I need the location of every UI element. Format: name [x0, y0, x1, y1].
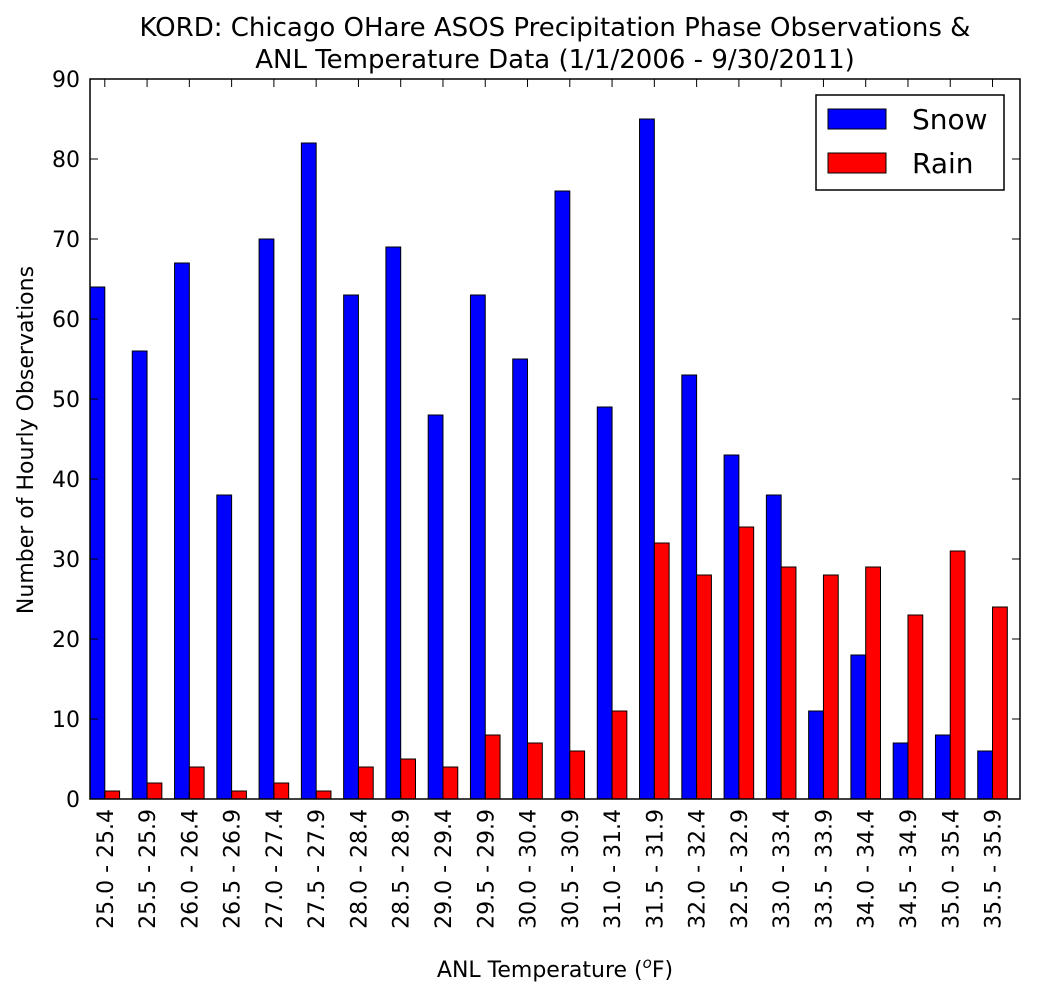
- bar-rain-12: [611, 710, 628, 800]
- bar-snow-2: [174, 262, 190, 800]
- bar-rain-17: [822, 574, 839, 800]
- bar-rain-3: [231, 790, 247, 800]
- bar-rain-0: [104, 790, 121, 800]
- bar-snow-6: [343, 294, 359, 800]
- bar-snow-0: [89, 286, 106, 800]
- bar-snow-3: [216, 494, 233, 800]
- bar-snow-7: [385, 246, 402, 800]
- bar-snow-10: [512, 358, 529, 800]
- x-tick-label-12: 31.0 - 31.4: [601, 809, 626, 929]
- x-tick-label-10: 30.0 - 30.4: [517, 809, 542, 929]
- bar-rain-7: [400, 758, 417, 800]
- bar-rain-6: [357, 766, 374, 800]
- bar-snow-13: [639, 118, 655, 800]
- y-tick-label-0: 0: [66, 788, 80, 813]
- chart-title-line2: ANL Temperature Data (1/1/2006 - 9/30/20…: [255, 45, 855, 75]
- y-tick-label-2: 20: [52, 628, 80, 653]
- y-tick-label-5: 50: [52, 388, 80, 413]
- bar-rain-16: [780, 566, 797, 800]
- x-tick-label-18: 34.0 - 34.4: [855, 809, 880, 929]
- bars-group: [89, 118, 1008, 800]
- bar-snow-11: [554, 190, 571, 800]
- x-axis-label: ANL Temperature (oF): [437, 954, 673, 983]
- legend-swatch-snow: [827, 108, 887, 130]
- y-axis: 0 10 20 30 40 50 60 70 80 90: [52, 68, 1020, 813]
- bar-snow-4: [258, 238, 275, 800]
- x-tick-label-16: 33.0 - 33.4: [770, 809, 795, 929]
- bar-snow-16: [765, 494, 782, 800]
- x-tick-label-21: 35.5 - 35.9: [982, 809, 1007, 929]
- bar-snow-1: [131, 350, 148, 800]
- x-axis: 25.0 - 25.4 25.5 - 25.9 26.0 - 26.4 26.5 - …: [94, 79, 1007, 929]
- bar-rain-15: [738, 526, 755, 800]
- bar-snow-14: [681, 374, 698, 800]
- bar-snow-15: [723, 454, 740, 800]
- bar-rain-5: [315, 790, 332, 800]
- bar-rain-11: [569, 750, 586, 800]
- bar-snow-12: [596, 406, 613, 800]
- bar-snow-21: [977, 750, 994, 800]
- bar-rain-19: [907, 614, 924, 800]
- y-tick-label-6: 60: [52, 308, 80, 333]
- bar-rain-10: [527, 742, 543, 800]
- y-axis-label: Number of Hourly Observations: [14, 266, 39, 614]
- x-tick-label-8: 29.0 - 29.4: [432, 809, 457, 929]
- bar-rain-20: [949, 550, 966, 800]
- legend-label-rain: Rain: [912, 147, 974, 180]
- bar-rain-9: [484, 734, 501, 800]
- bar-snow-9: [469, 294, 486, 800]
- bar-snow-18: [850, 654, 867, 800]
- x-axis-label-degree-sup: o: [643, 954, 652, 972]
- bar-rain-2: [188, 766, 205, 800]
- legend: Snow Rain: [815, 94, 1005, 191]
- x-tick-label-1: 25.5 - 25.9: [136, 809, 161, 929]
- x-tick-label-19: 34.5 - 34.9: [897, 809, 922, 929]
- y-tick-label-7: 70: [52, 228, 80, 253]
- x-tick-label-11: 30.5 - 30.9: [559, 809, 584, 929]
- legend-swatch-rain: [827, 152, 887, 174]
- x-tick-label-15: 32.5 - 32.9: [728, 809, 753, 929]
- bar-snow-20: [934, 734, 951, 800]
- plot-frame: [89, 78, 1021, 800]
- y-tick-label-3: 30: [52, 548, 80, 573]
- x-tick-label-20: 35.0 - 35.4: [939, 809, 964, 929]
- x-tick-label-0: 25.0 - 25.4: [94, 809, 119, 929]
- x-tick-label-7: 28.5 - 28.9: [390, 809, 415, 929]
- bar-snow-19: [892, 742, 909, 800]
- bar-rain-21: [992, 606, 1008, 800]
- bar-rain-4: [273, 782, 290, 800]
- y-tick-label-8: 80: [52, 148, 80, 173]
- x-tick-label-17: 33.5 - 33.9: [812, 809, 837, 929]
- x-axis-label-unit: F): [652, 958, 673, 983]
- bar-rain-1: [146, 782, 163, 800]
- y-tick-label-9: 90: [52, 68, 80, 93]
- x-tick-label-9: 29.5 - 29.9: [474, 809, 499, 929]
- bar-rain-18: [865, 566, 881, 800]
- bar-snow-8: [427, 414, 444, 800]
- legend-label-snow: Snow: [912, 103, 988, 136]
- x-axis-label-main: ANL Temperature (: [437, 958, 643, 983]
- y-tick-label-4: 40: [52, 468, 80, 493]
- bar-snow-5: [300, 142, 317, 800]
- x-tick-label-5: 27.5 - 27.9: [305, 809, 330, 929]
- x-tick-label-6: 28.0 - 28.4: [347, 809, 372, 929]
- bar-rain-13: [653, 542, 670, 800]
- x-tick-label-13: 31.5 - 31.9: [643, 809, 668, 929]
- bar-rain-8: [442, 766, 459, 800]
- x-tick-label-3: 26.5 - 26.9: [221, 809, 246, 929]
- bar-snow-17: [808, 710, 824, 800]
- y-tick-label-1: 10: [52, 708, 80, 733]
- bar-rain-14: [696, 574, 712, 800]
- x-tick-label-2: 26.0 - 26.4: [178, 809, 203, 929]
- x-tick-label-14: 32.0 - 32.4: [686, 809, 711, 929]
- chart-title-line1: KORD: Chicago OHare ASOS Precipitation P…: [140, 13, 971, 43]
- x-tick-label-4: 27.0 - 27.4: [263, 809, 288, 929]
